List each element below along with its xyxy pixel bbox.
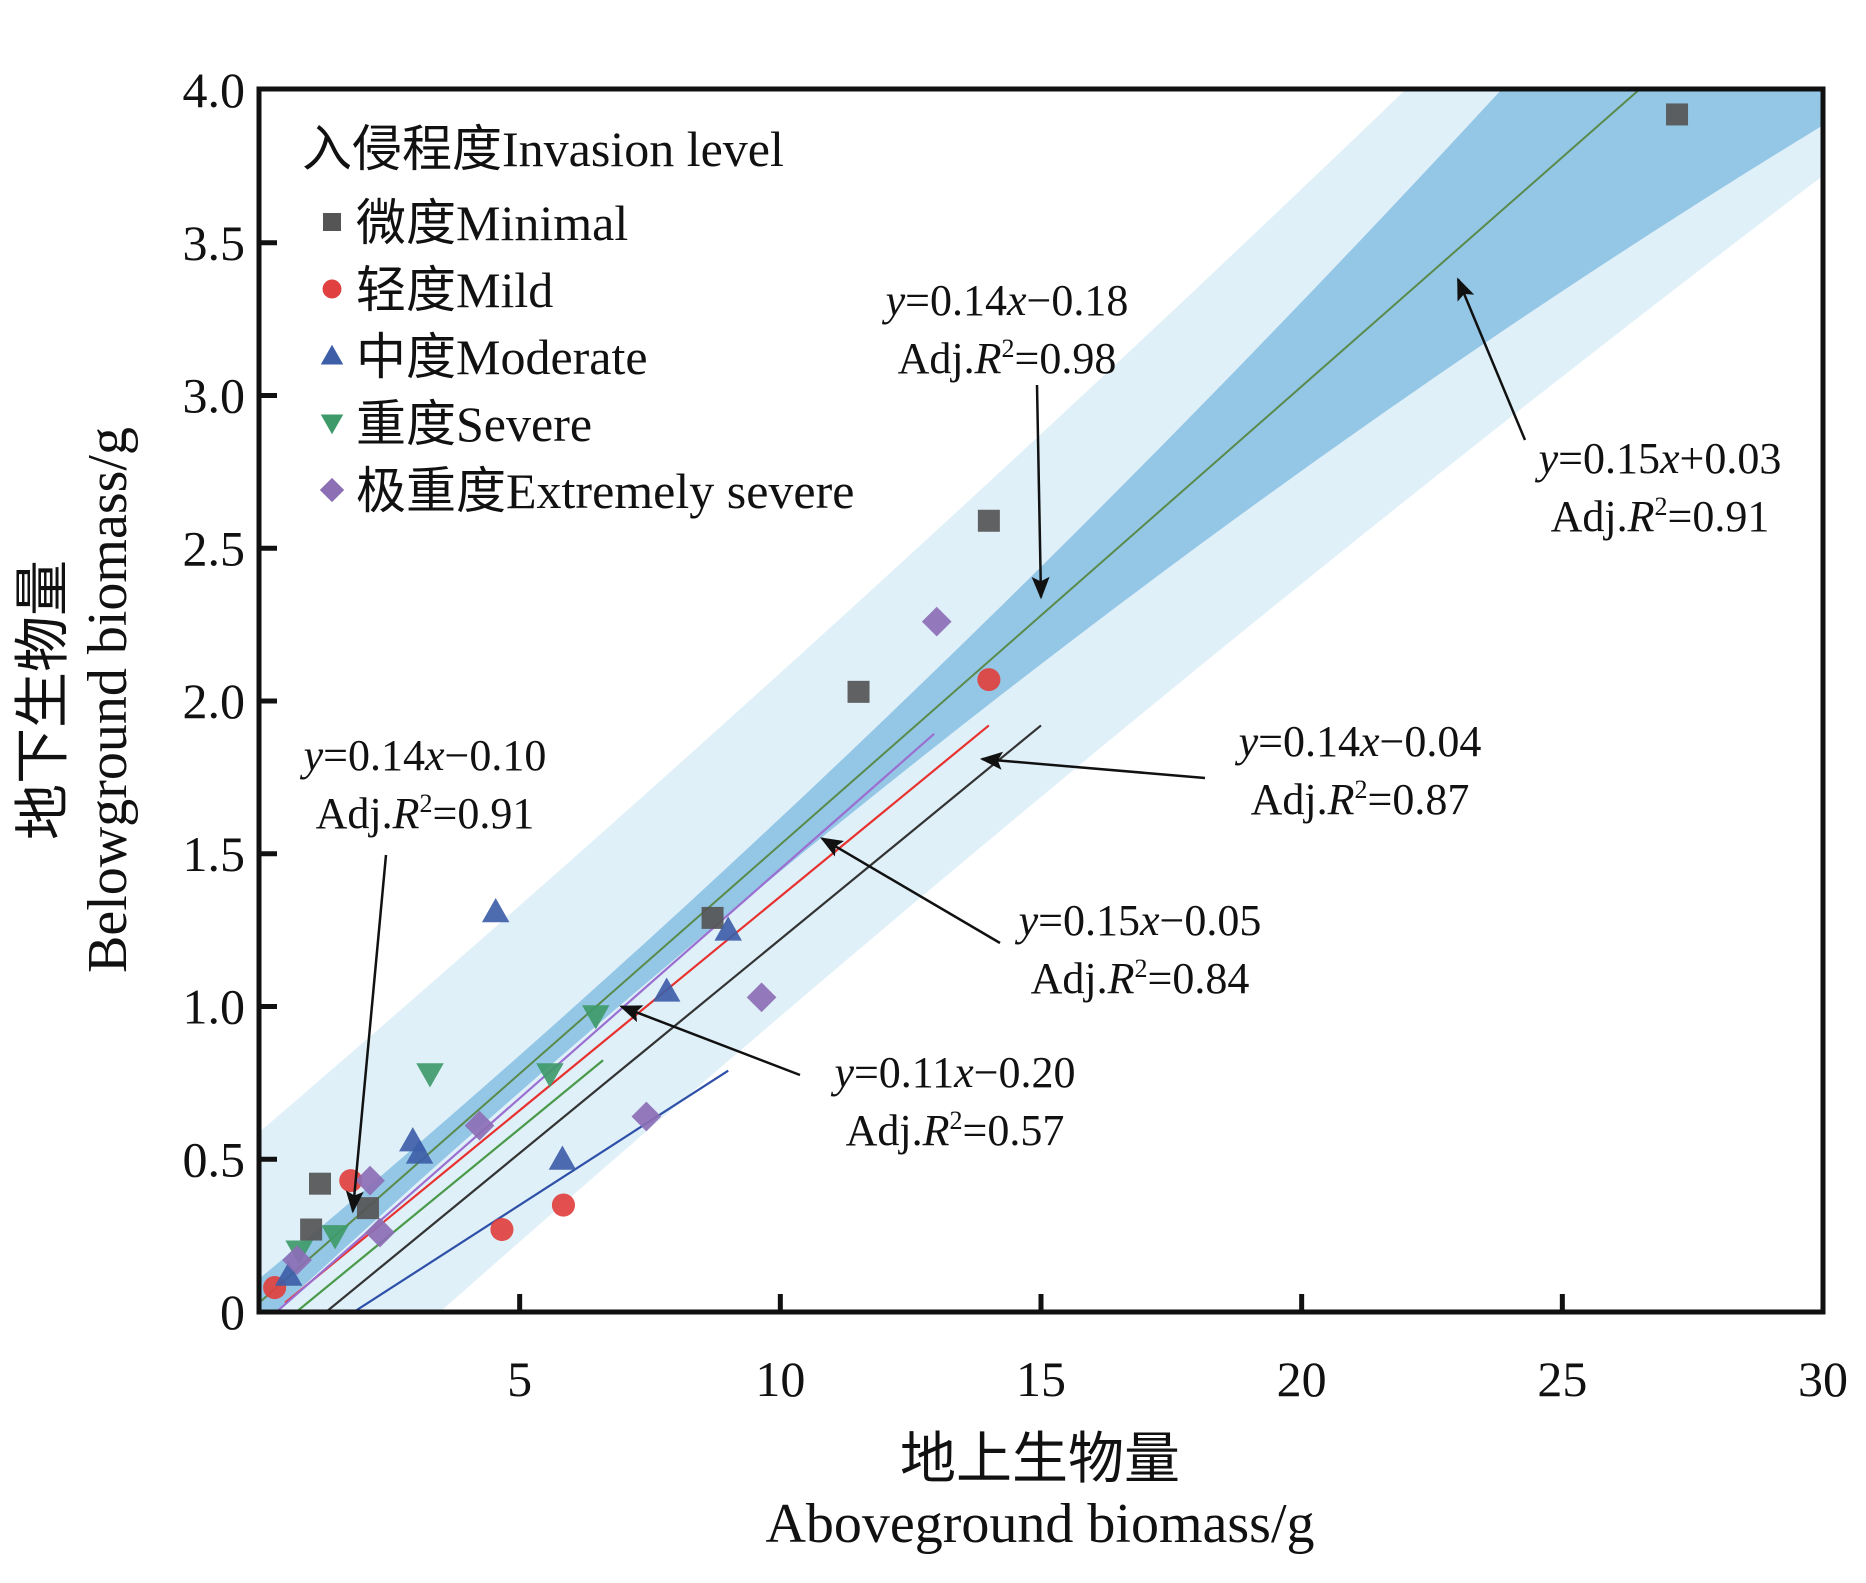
y-axis-title: Belowground biomass/g bbox=[77, 427, 139, 973]
adj-r2-text: Adj.R2=0.98 bbox=[898, 334, 1117, 383]
annotation-arrows bbox=[345, 277, 1527, 1214]
x-axis-title-cn: 地上生物量 bbox=[900, 1429, 1180, 1491]
fit-line-0 bbox=[325, 724, 1042, 1311]
confidence-bands bbox=[259, 90, 1823, 1311]
legend-marker-square bbox=[323, 213, 341, 231]
data-point bbox=[481, 898, 510, 923]
data-point bbox=[551, 1193, 576, 1217]
equation-text: y=0.11x−0.20 bbox=[830, 1048, 1075, 1097]
legend-item-label: 中度Moderate bbox=[356, 329, 648, 385]
adj-r2-text: Adj.R2=0.91 bbox=[1551, 492, 1770, 541]
adj-r2-text: Adj.R2=0.87 bbox=[1251, 775, 1470, 824]
data-point bbox=[631, 1101, 662, 1132]
data-point bbox=[714, 916, 742, 941]
equation-text: y=0.14x−0.10 bbox=[300, 731, 547, 780]
data-points bbox=[263, 103, 1689, 1300]
x-tick-label: 25 bbox=[1537, 1351, 1587, 1407]
annotation-mild: y=0.14x−0.04 Adj.R2=0.87 bbox=[1235, 717, 1482, 824]
data-point bbox=[652, 977, 681, 1002]
y-tick-label: 0.5 bbox=[183, 1131, 246, 1187]
confidence-band bbox=[259, 90, 1823, 1311]
x-tick-label: 20 bbox=[1277, 1351, 1327, 1407]
data-point bbox=[282, 1245, 312, 1275]
data-point bbox=[416, 1063, 444, 1088]
data-point bbox=[355, 1165, 385, 1196]
legend-marker-triangle-up bbox=[320, 344, 344, 365]
data-point bbox=[701, 906, 724, 929]
data-point bbox=[847, 680, 870, 703]
legend-item-label: 微度Minimal bbox=[356, 195, 628, 251]
y-tick-label: 1.0 bbox=[183, 979, 246, 1035]
y-tick-label: 3.5 bbox=[183, 215, 246, 271]
annotation-extreme: y=0.15x−0.05 Adj.R2=0.84 bbox=[1015, 896, 1262, 1003]
equation-text: y=0.14x−0.18 bbox=[882, 276, 1129, 325]
adj-r2-text: Adj.R2=0.91 bbox=[316, 789, 535, 838]
data-point bbox=[536, 1063, 564, 1088]
y-tick-label: 2.5 bbox=[183, 520, 246, 576]
x-tick-label: 10 bbox=[755, 1351, 805, 1407]
equation-text: y=0.15x−0.05 bbox=[1015, 896, 1262, 945]
data-point bbox=[300, 1218, 323, 1241]
annotation-arrow bbox=[820, 837, 1001, 945]
x-tick-label: 30 bbox=[1798, 1351, 1848, 1407]
y-tick-label: 3.0 bbox=[183, 368, 246, 424]
legend-marker-circle bbox=[322, 279, 342, 299]
legend-item-label: 极重度Extremely severe bbox=[356, 463, 854, 519]
annotation-arrow bbox=[1456, 277, 1527, 441]
fit-annotations: y=0.14x−0.18 Adj.R2=0.98 y=0.15x+0.03 Adj.R… bbox=[300, 276, 1782, 1155]
annotation-arrow bbox=[979, 751, 1206, 780]
annotation-moderate: y=0.11x−0.20 Adj.R2=0.57 bbox=[830, 1048, 1075, 1155]
legend: 入侵程度Invasion level 微度Minimal 轻度Mild 中度Mode… bbox=[302, 121, 854, 519]
y-axis-title-cn: 地下生物量 bbox=[13, 560, 75, 840]
annotation-arrow bbox=[345, 854, 388, 1214]
data-point bbox=[321, 1225, 349, 1250]
annotation-arrow bbox=[619, 1005, 801, 1077]
data-point bbox=[921, 606, 952, 637]
legend-marker-triangle-down bbox=[320, 414, 344, 435]
adj-r2-text: Adj.R2=0.84 bbox=[1031, 954, 1250, 1003]
x-tick-label: 15 bbox=[1016, 1351, 1066, 1407]
fit-line-4 bbox=[275, 733, 935, 1311]
data-point bbox=[977, 509, 1000, 532]
equation-text: y=0.14x−0.04 bbox=[1235, 717, 1482, 766]
y-axis: 0 0.5 1.0 1.5 2.0 2.5 3.0 3.5 4.0 bbox=[183, 62, 277, 1340]
annotation-overall: y=0.15x+0.03 Adj.R2=0.91 bbox=[1535, 434, 1782, 541]
regression-lines bbox=[259, 90, 1641, 1311]
prediction-band bbox=[259, 90, 1823, 1311]
data-point bbox=[977, 668, 1001, 692]
equation-text: y=0.15x+0.03 bbox=[1535, 434, 1782, 483]
legend-marker-diamond bbox=[319, 477, 345, 503]
fit-line-3 bbox=[295, 1059, 604, 1311]
annotation-severe: y=0.14x−0.10 Adj.R2=0.91 bbox=[300, 731, 547, 838]
y-tick-label: 0 bbox=[220, 1284, 245, 1340]
y-tick-label: 2.0 bbox=[183, 673, 246, 729]
adj-r2-text: Adj.R2=0.57 bbox=[846, 1106, 1065, 1155]
y-tick-label: 4.0 bbox=[183, 62, 246, 118]
data-point bbox=[464, 1110, 495, 1141]
legend-item-label: 重度Severe bbox=[356, 396, 592, 452]
data-point bbox=[405, 1139, 434, 1164]
x-tick-label: 5 bbox=[507, 1351, 532, 1407]
data-point bbox=[365, 1217, 395, 1248]
annotation-arrow bbox=[1031, 384, 1050, 600]
data-point bbox=[582, 1005, 610, 1030]
x-axis-title: Aboveground biomass/g bbox=[765, 1493, 1314, 1555]
legend-title: 入侵程度Invasion level bbox=[302, 121, 784, 177]
annotation-minimal: y=0.14x−0.18 Adj.R2=0.98 bbox=[882, 276, 1129, 383]
data-point bbox=[746, 982, 777, 1013]
legend-item-label: 轻度Mild bbox=[356, 262, 553, 318]
data-point bbox=[356, 1197, 379, 1220]
data-point bbox=[1666, 103, 1689, 126]
data-point bbox=[274, 1261, 303, 1286]
data-point bbox=[308, 1172, 331, 1195]
x-axis: 5 10 15 20 25 30 bbox=[507, 1294, 1848, 1407]
data-point bbox=[490, 1217, 514, 1242]
y-tick-label: 1.5 bbox=[183, 826, 246, 882]
overall-fit-line bbox=[259, 90, 1641, 1304]
data-point bbox=[548, 1145, 577, 1170]
